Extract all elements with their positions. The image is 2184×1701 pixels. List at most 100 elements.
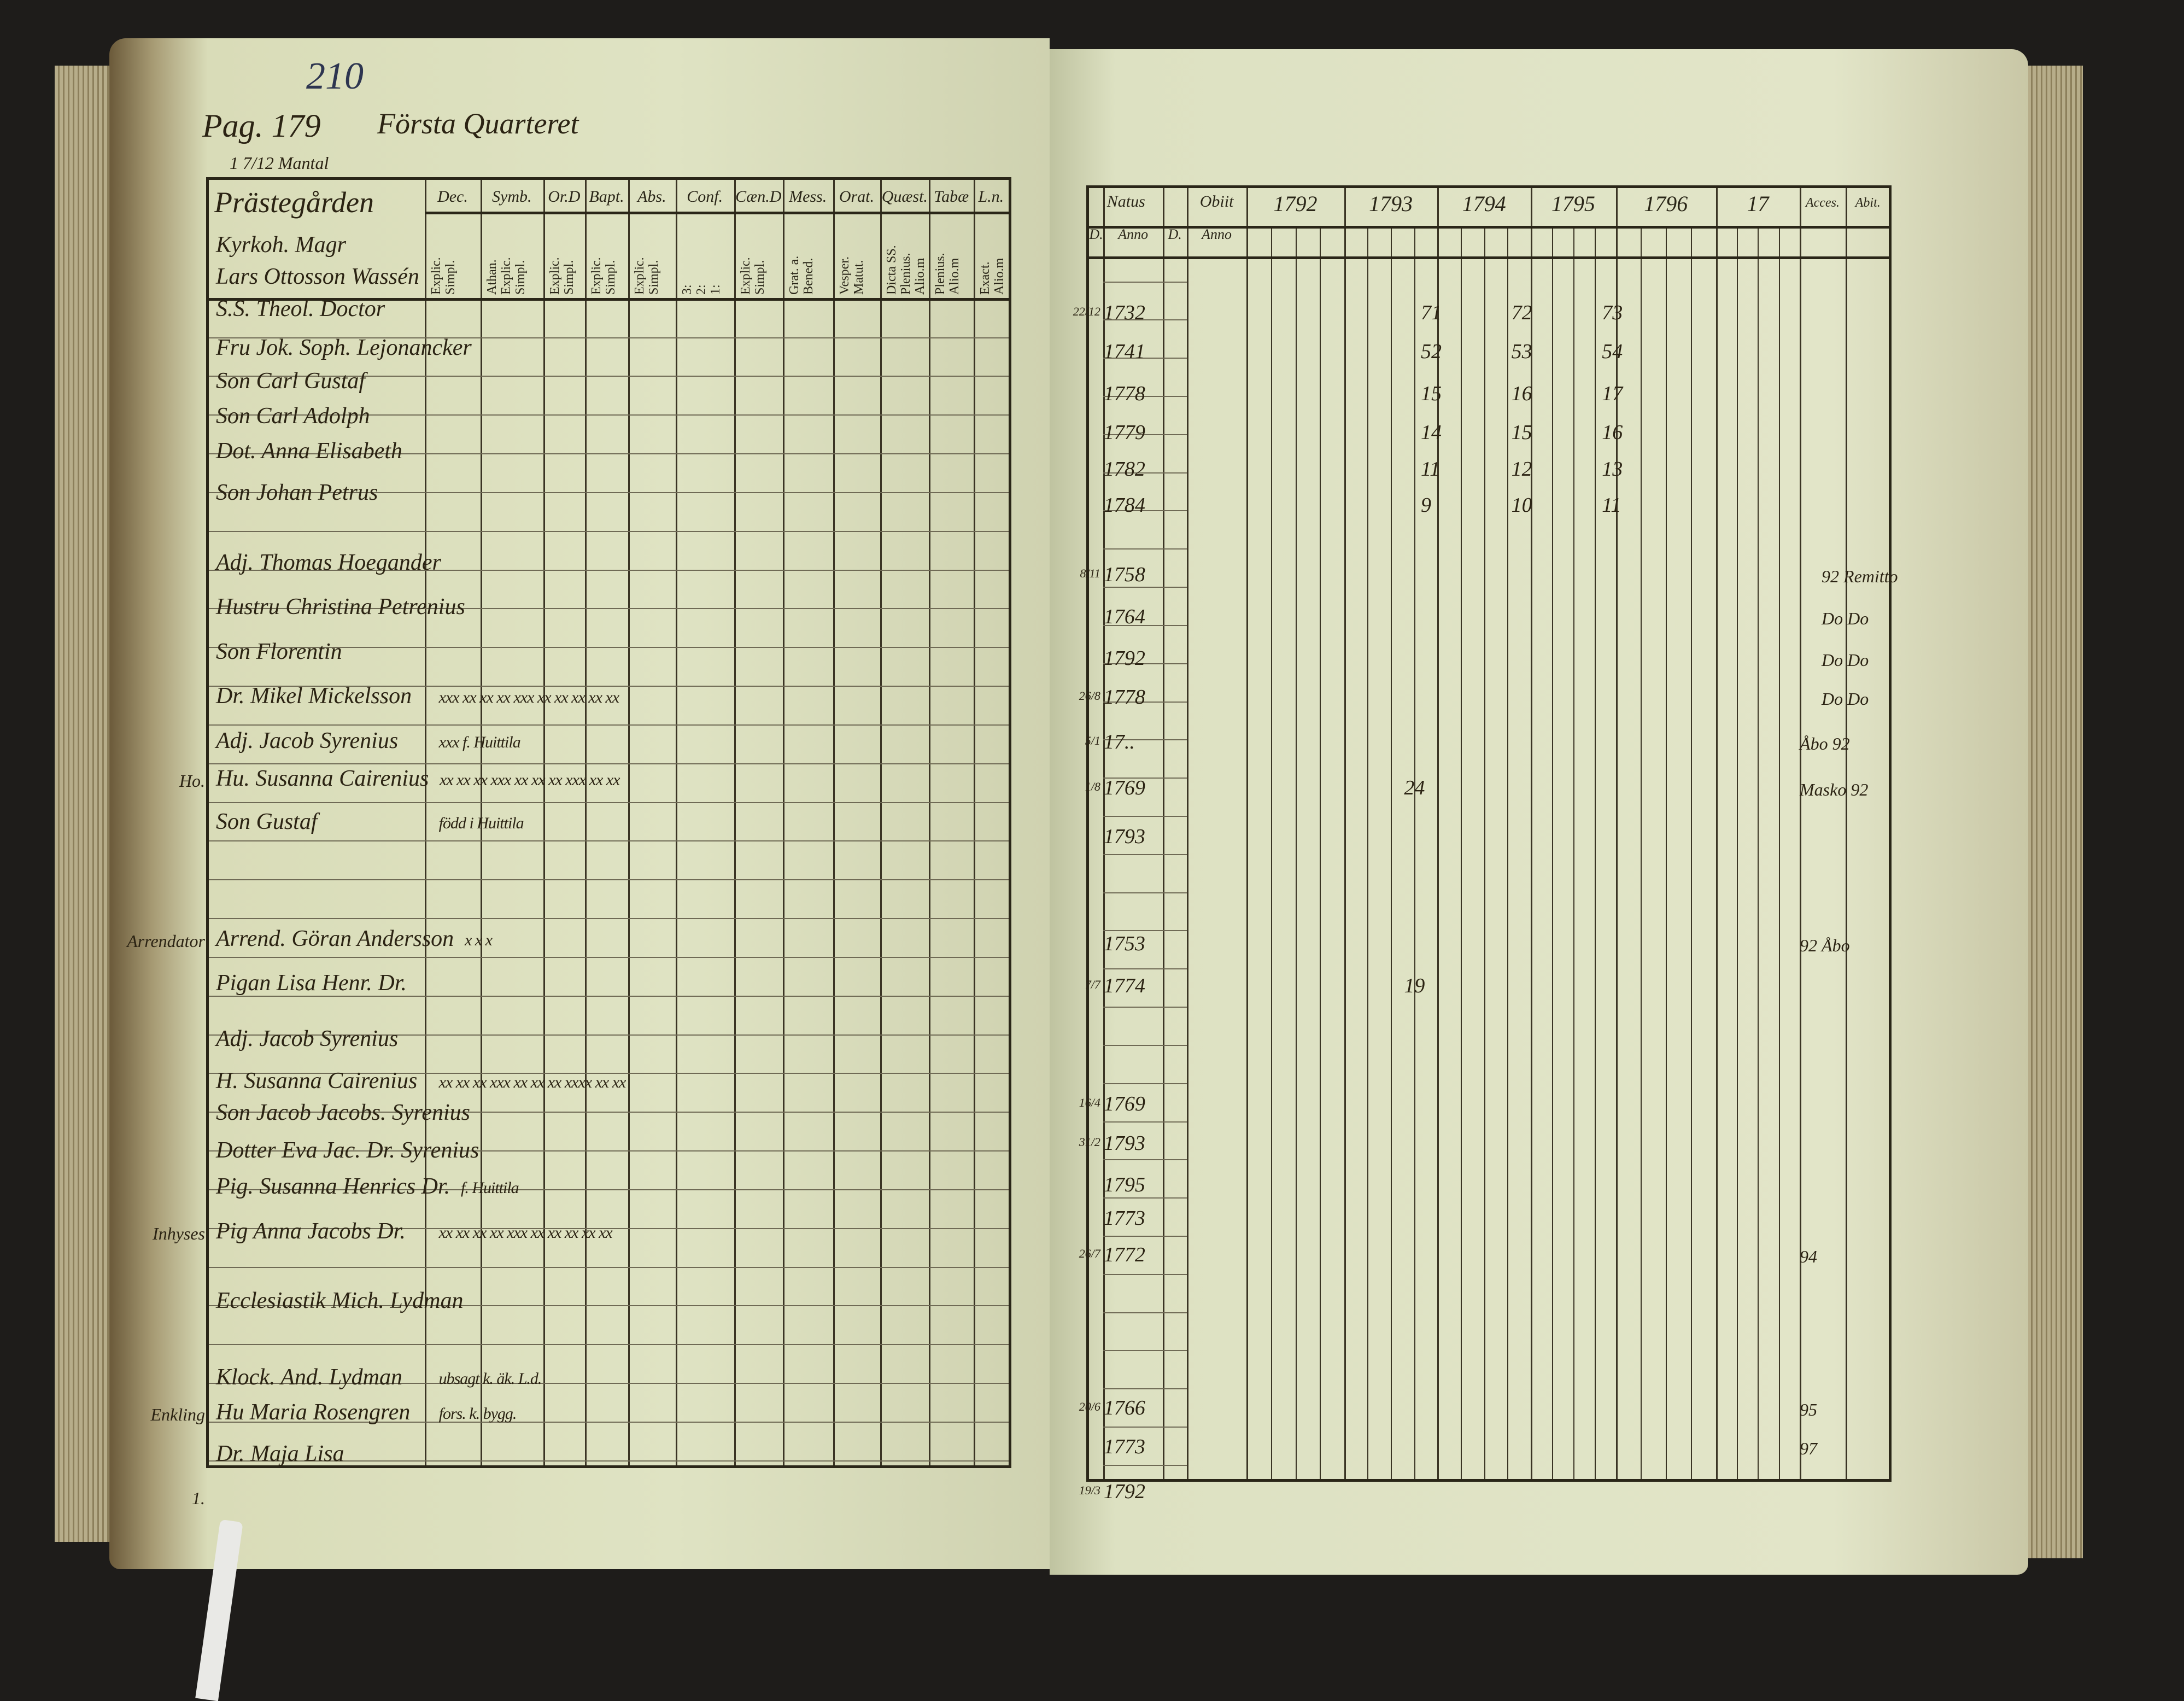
age-entry: 54: [1602, 340, 1623, 364]
year-header: 1793: [1369, 191, 1413, 216]
accessit-note: Do Do: [1822, 689, 1869, 709]
row-rule: [1103, 816, 1187, 817]
birth-day: 26/8: [1079, 689, 1100, 703]
birth-year: 1732: [1103, 301, 1145, 325]
column-divider: [1163, 188, 1165, 1479]
natus-header: Natus: [1106, 192, 1145, 211]
column-header: Symb.: [492, 188, 532, 206]
row-rule: [1103, 854, 1187, 855]
catechetical-table: Prästegården Dec. Explic. Simpl. Symb. Athan…: [206, 177, 1011, 1468]
person-name: Son Johan Petrus: [216, 480, 378, 506]
age-entry: 13: [1602, 457, 1623, 481]
age-entry: 15: [1420, 382, 1442, 405]
person-name: Kyrkoh. Magr: [216, 232, 346, 258]
person-name: Dr. Maja Lisa: [216, 1441, 344, 1467]
age-entry: 9: [1420, 493, 1431, 517]
right-page: [1050, 49, 2028, 1575]
birth-year: 1774: [1103, 974, 1145, 997]
row-rule: [1103, 510, 1187, 512]
year-subcolumn: [1507, 225, 1509, 1479]
age-entry: 14: [1420, 421, 1442, 445]
page-number: 210: [306, 55, 364, 97]
person-name: Klock. And. Lydman: [216, 1365, 402, 1390]
birth-year: 1778: [1103, 382, 1145, 405]
date-subheader: D.: [1168, 226, 1182, 242]
accessit-note: 97: [1800, 1439, 1818, 1459]
age-entry: 11: [1602, 493, 1621, 517]
column-divider: [782, 180, 784, 1465]
year-header: 1794: [1462, 191, 1506, 216]
column-subheader: Explic. Simpl.: [589, 257, 618, 295]
accessit-note: 95: [1800, 1399, 1818, 1419]
person-name: Adj. Thomas Hoegander: [216, 550, 441, 575]
row-rule: [1103, 1044, 1187, 1046]
row-rule: [209, 1266, 1009, 1268]
year-subcolumn: [1270, 225, 1272, 1479]
column-subheader: Vesper. Matut.: [837, 256, 866, 295]
age-entry: 11: [1420, 457, 1441, 481]
row-rule: [209, 453, 1009, 455]
birth-year: 1782: [1103, 457, 1145, 481]
row-rule: [209, 1150, 1009, 1152]
year-header: 1795: [1551, 191, 1595, 216]
age-entry: 52: [1420, 340, 1442, 364]
age-entry: 24: [1404, 776, 1425, 799]
column-divider: [1186, 188, 1188, 1479]
birth-year: 1784: [1103, 493, 1145, 517]
row-rule: [1103, 396, 1187, 398]
column-header: Quæst.: [881, 188, 928, 206]
subheader-divider: [209, 298, 1009, 301]
column-divider: [1103, 188, 1105, 1479]
year-subcolumn: [1594, 225, 1596, 1479]
farm-heading: Prästegården: [214, 186, 374, 219]
birth-day: 31/2: [1079, 1135, 1100, 1149]
birth-day: 8/11: [1080, 566, 1100, 581]
row-rule: [209, 1034, 1009, 1036]
person-name: Hu Maria Rosengren: [216, 1399, 411, 1425]
column-subheader: Explic. Simpl.: [633, 257, 661, 295]
row-rule: [209, 995, 1009, 997]
accessit-note: Do Do: [1822, 608, 1869, 628]
person-name: H. Susanna Cairenius: [216, 1068, 418, 1094]
birth-year: 1779: [1103, 421, 1145, 445]
header-divider: [425, 212, 1009, 215]
mantal: 1 7/12 Mantal: [230, 153, 329, 173]
row-rule: [209, 1383, 1009, 1384]
accessit-note: 92 Åbo: [1800, 936, 1850, 956]
person-name: Hu. Susanna Cairenius: [216, 765, 429, 791]
catechism-marks: xxx f. Huittila: [438, 733, 521, 751]
column-divider: [1531, 188, 1533, 1479]
column-header: Orat.: [839, 188, 874, 206]
column-divider: [833, 180, 835, 1465]
person-name: Son Carl Gustaf: [216, 369, 366, 394]
column-header: Mess.: [789, 188, 827, 206]
column-divider: [1615, 188, 1618, 1479]
row-rule: [209, 1227, 1009, 1229]
age-entry: 17: [1602, 382, 1623, 405]
catechism-marks: xxx xx xx xx xxx xx xx xx xx xx: [438, 688, 619, 707]
column-header: Or.D: [548, 188, 581, 206]
year-subcolumn: [1691, 225, 1693, 1479]
person-name: Son Jacob Jacobs. Syrenius: [216, 1100, 470, 1126]
birth-year: 1741: [1103, 340, 1145, 364]
year-header: 1796: [1644, 191, 1688, 216]
column-header: Cæn.D: [735, 188, 782, 206]
age-entry: 16: [1511, 382, 1532, 405]
column-divider: [1246, 188, 1249, 1479]
row-rule: [1103, 663, 1187, 664]
birth-day: 1/8: [1085, 780, 1100, 793]
row-rule: [1103, 587, 1187, 588]
column-divider: [929, 180, 931, 1465]
accessit-header: Acces.: [1805, 196, 1840, 210]
year-subcolumn: [1414, 225, 1415, 1479]
row-rule: [1103, 739, 1187, 741]
margin-note: Arrendator: [127, 931, 205, 951]
below-table-year: 1792: [1103, 1480, 1145, 1503]
subheader-divider: [1089, 256, 1889, 259]
row-rule: [209, 1421, 1009, 1423]
column-header: Conf.: [687, 188, 723, 206]
column-header: L.n.: [978, 188, 1004, 206]
row-rule: [1103, 1121, 1187, 1123]
section-title: Första Quarteret: [377, 107, 579, 140]
birth-day: 20/6: [1079, 1399, 1100, 1413]
